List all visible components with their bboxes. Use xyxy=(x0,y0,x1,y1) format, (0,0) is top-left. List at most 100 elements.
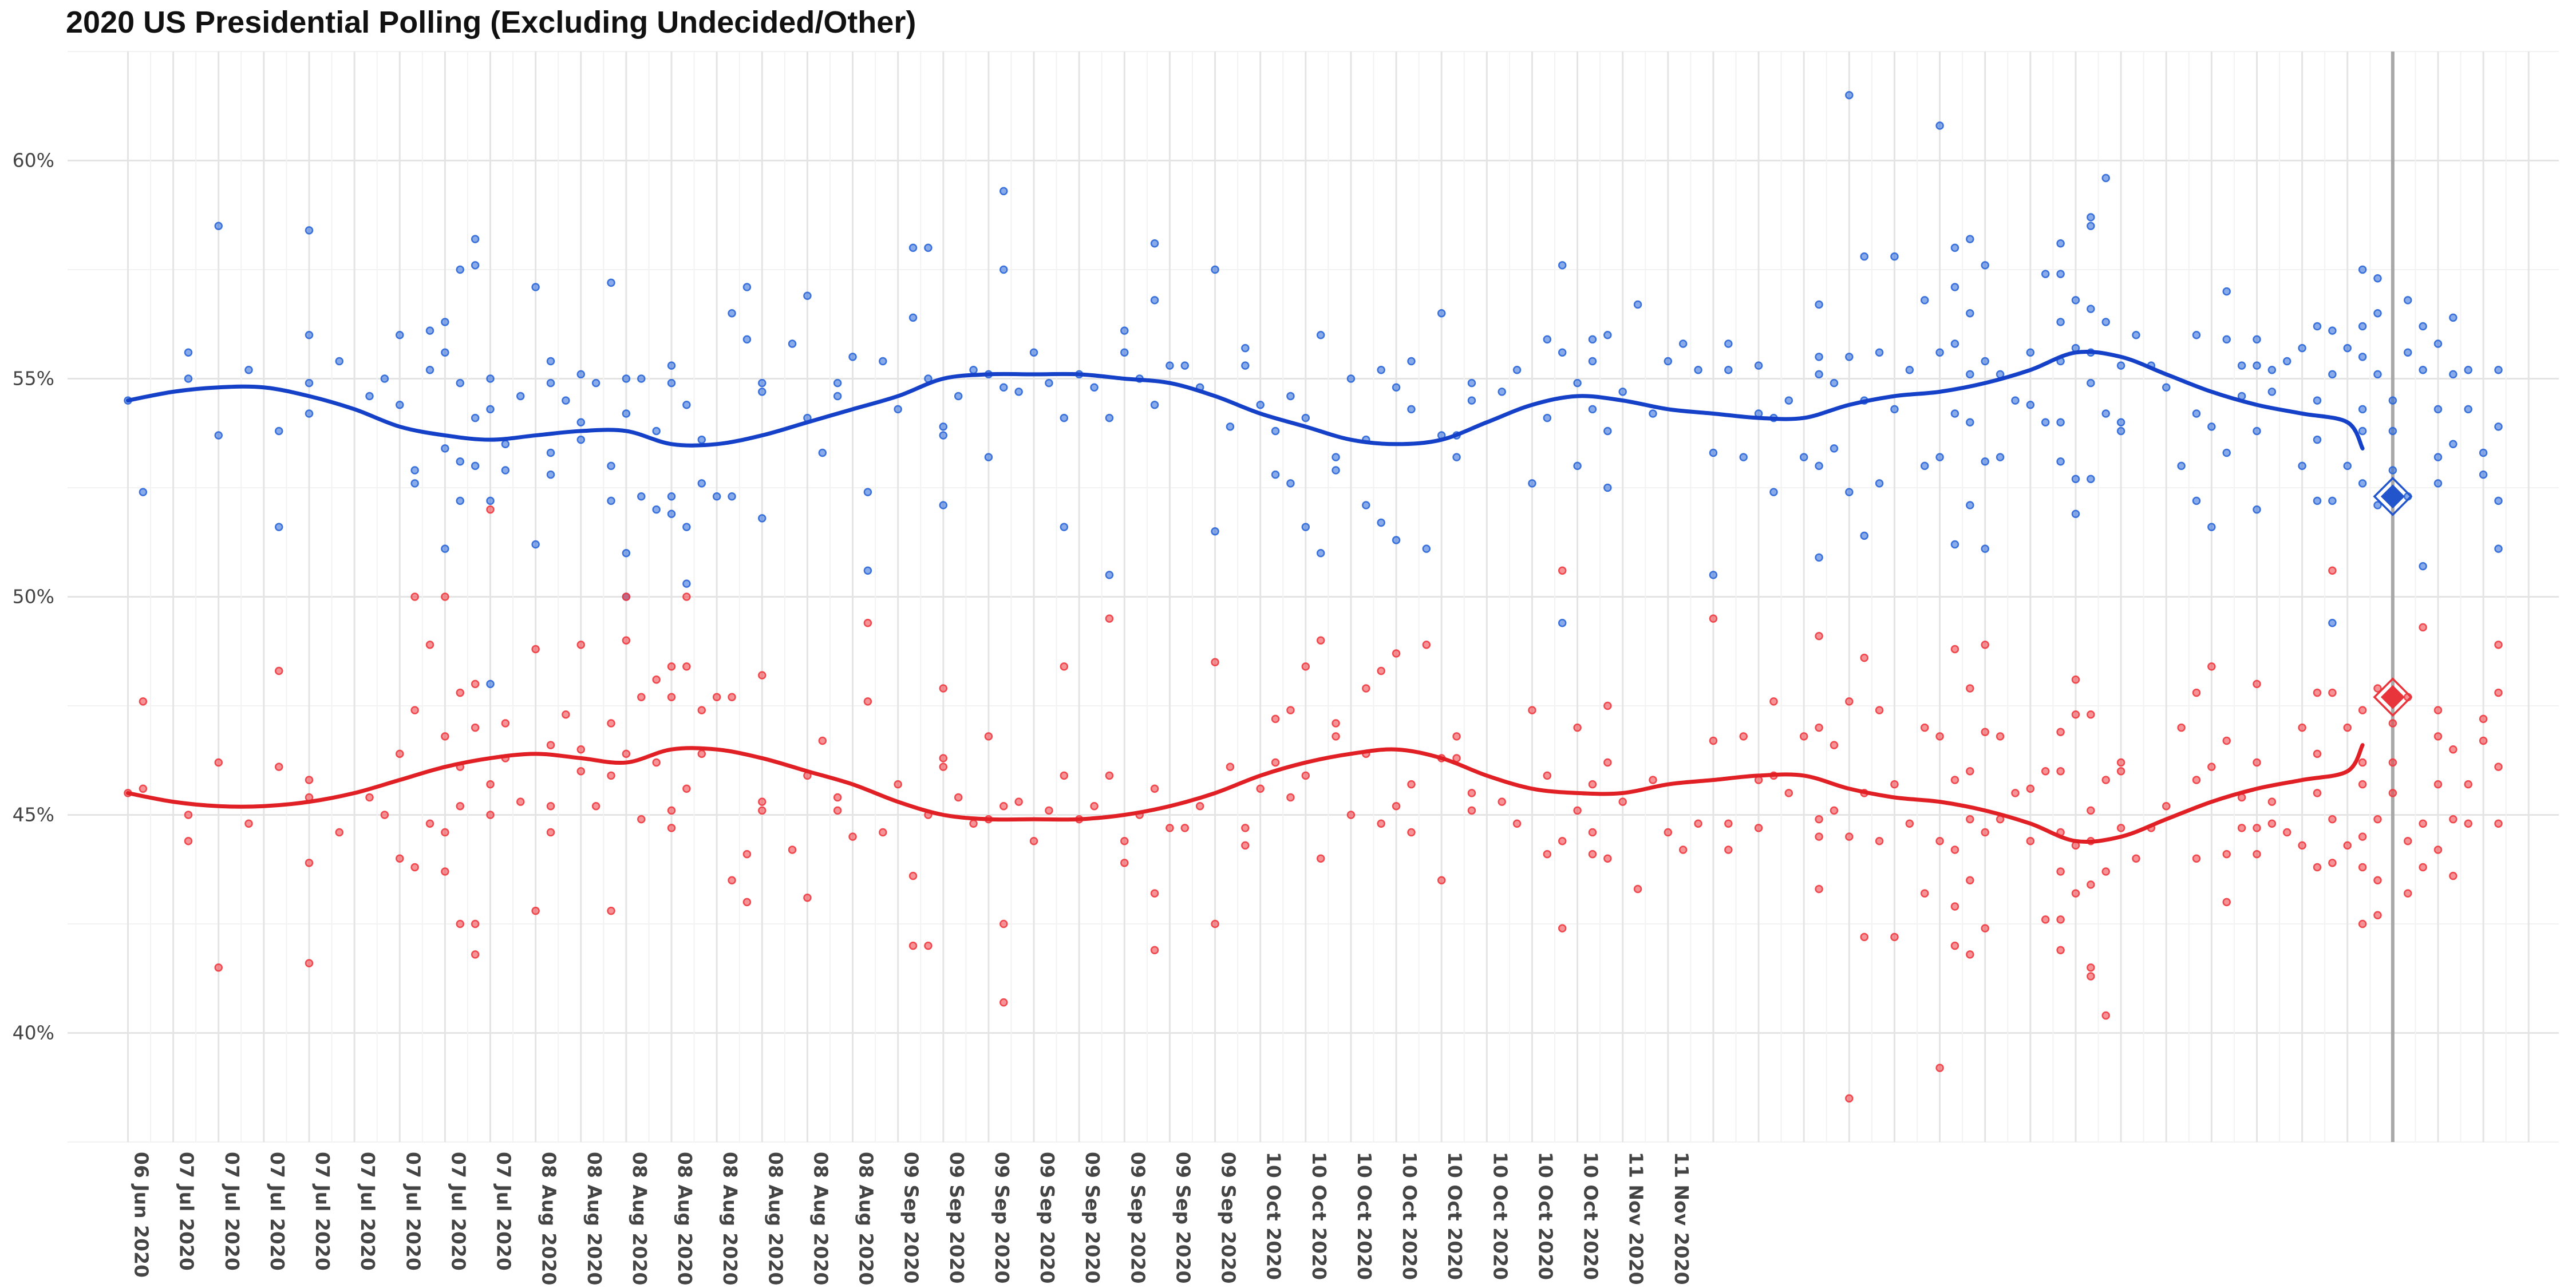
poll-point xyxy=(2449,815,2458,824)
poll-point xyxy=(1286,479,1295,488)
poll-point xyxy=(2358,832,2367,841)
x-tick-label: 09 Sep 2020 xyxy=(1218,1152,1240,1284)
poll-point xyxy=(1754,824,1763,832)
poll-point xyxy=(486,780,495,789)
poll-point xyxy=(2403,836,2412,846)
poll-point xyxy=(2056,270,2065,278)
poll-point xyxy=(742,283,752,291)
poll-point xyxy=(2313,749,2322,758)
trend-line xyxy=(126,349,2365,451)
poll-point xyxy=(2056,946,2065,954)
poll-point xyxy=(1724,819,1733,828)
poll-point xyxy=(2116,758,2125,767)
poll-point xyxy=(2132,331,2140,339)
poll-point xyxy=(728,309,736,318)
poll-point xyxy=(2207,662,2216,671)
poll-point xyxy=(1815,300,1823,309)
poll-point xyxy=(591,378,600,388)
poll-point xyxy=(1966,309,1974,318)
poll-point xyxy=(863,697,872,706)
poll-point xyxy=(184,836,193,846)
poll-point xyxy=(1603,483,1612,492)
poll-point xyxy=(1830,444,1839,453)
poll-point xyxy=(969,819,978,828)
poll-point xyxy=(1362,684,1370,693)
poll-point xyxy=(1180,824,1190,832)
poll-point xyxy=(2207,762,2216,771)
poll-point xyxy=(1543,335,1552,344)
x-tick-label: 09 Sep 2020 xyxy=(1036,1152,1058,1284)
poll-point xyxy=(275,523,283,531)
poll-point xyxy=(576,767,586,776)
poll-point xyxy=(894,405,902,414)
poll-point xyxy=(1271,470,1280,479)
x-tick-label: 10 Oct 2020 xyxy=(1308,1152,1330,1280)
poll-point xyxy=(1105,614,1114,623)
poll-point xyxy=(607,771,615,780)
poll-point xyxy=(2464,819,2472,828)
poll-point xyxy=(2011,789,2020,797)
poll-point xyxy=(1316,331,1325,339)
y-tick-label: 40% xyxy=(13,1022,54,1044)
poll-point xyxy=(908,313,918,322)
poll-point xyxy=(1045,378,1053,388)
poll-point xyxy=(712,492,721,501)
poll-point xyxy=(305,959,314,967)
x-tick-label: 09 Sep 2020 xyxy=(1172,1152,1194,1284)
poll-point xyxy=(1286,706,1295,714)
poll-point xyxy=(1709,571,1718,579)
poll-point xyxy=(410,466,419,475)
y-axis: 40% 45% 50% 55% 60% xyxy=(13,149,54,1044)
poll-point xyxy=(1618,388,1627,396)
poll-point xyxy=(501,719,510,728)
poll-point xyxy=(758,671,767,679)
poll-point xyxy=(1150,784,1159,793)
x-tick-label: 08 Aug 2020 xyxy=(674,1152,696,1285)
poll-point xyxy=(1588,357,1597,366)
poll-point xyxy=(214,431,223,440)
poll-point xyxy=(2087,880,2095,889)
poll-point xyxy=(1920,889,1929,898)
poll-point xyxy=(1890,780,1899,789)
poll-point xyxy=(2328,496,2337,505)
y-tick-label: 45% xyxy=(13,804,54,826)
poll-point xyxy=(2449,370,2458,379)
poll-point xyxy=(2222,736,2231,745)
poll-point xyxy=(1528,479,1536,488)
poll-point xyxy=(591,802,600,811)
poll-point xyxy=(2449,871,2458,880)
poll-point xyxy=(863,488,872,496)
poll-point xyxy=(758,388,767,396)
poll-point xyxy=(697,479,706,488)
poll-point xyxy=(1739,453,1748,461)
y-tick-label: 60% xyxy=(13,149,54,172)
poll-point xyxy=(1724,846,1733,854)
poll-point xyxy=(471,679,480,689)
poll-point xyxy=(2388,758,2397,767)
poll-point xyxy=(1860,252,1868,261)
poll-point xyxy=(939,684,948,693)
poll-point xyxy=(1935,348,1944,357)
poll-point xyxy=(1301,662,1310,671)
poll-point xyxy=(1467,378,1476,388)
y-tick-label: 55% xyxy=(13,368,54,390)
poll-point xyxy=(380,811,389,819)
poll-point xyxy=(396,854,404,863)
poll-point xyxy=(622,636,631,645)
poll-point xyxy=(2026,784,2035,793)
poll-point xyxy=(2253,824,2261,832)
x-tick-label: 10 Oct 2020 xyxy=(1263,1152,1285,1280)
poll-point xyxy=(2071,296,2080,305)
poll-point xyxy=(2494,496,2503,505)
poll-point xyxy=(1271,758,1280,767)
poll-point xyxy=(456,688,465,697)
poll-point xyxy=(1633,300,1642,309)
poll-point xyxy=(1150,239,1159,248)
poll-point xyxy=(1769,488,1778,496)
x-tick-label: 07 Jul 2020 xyxy=(311,1152,334,1271)
poll-point xyxy=(2328,688,2337,697)
poll-point xyxy=(2087,710,2095,719)
poll-point xyxy=(999,802,1008,811)
poll-point xyxy=(742,898,752,907)
